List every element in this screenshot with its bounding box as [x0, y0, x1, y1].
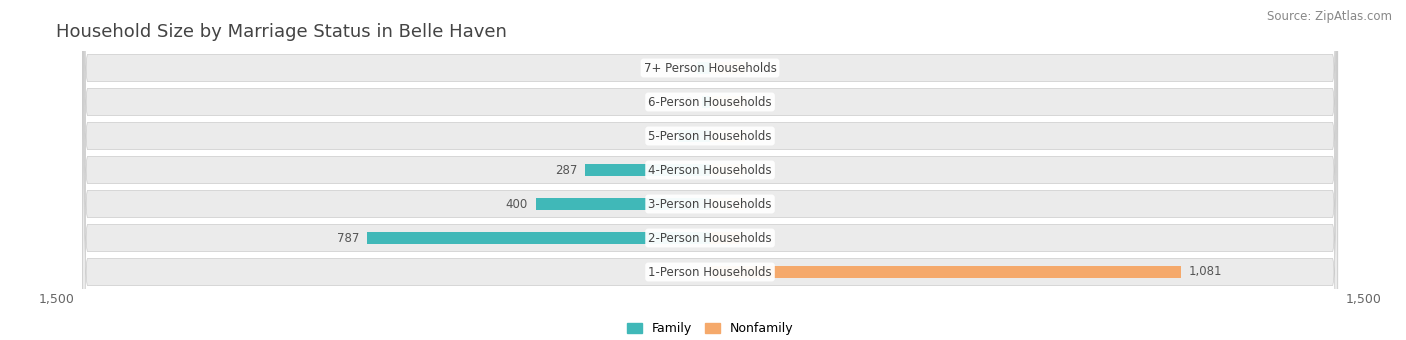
Text: 787: 787	[337, 232, 359, 244]
Bar	[710, 62, 745, 74]
Text: 6-Person Households: 6-Person Households	[648, 96, 772, 108]
Text: 4-Person Households: 4-Person Households	[648, 164, 772, 176]
Bar	[710, 232, 740, 244]
Text: 19: 19	[679, 96, 695, 108]
Text: Source: ZipAtlas.com: Source: ZipAtlas.com	[1267, 10, 1392, 23]
Bar	[367, 232, 710, 244]
Text: 0: 0	[752, 130, 761, 142]
FancyBboxPatch shape	[83, 0, 1337, 340]
Bar	[710, 164, 745, 176]
Bar	[710, 266, 1181, 278]
Bar	[536, 198, 710, 210]
Text: 0: 0	[752, 96, 761, 108]
Text: 3-Person Households: 3-Person Households	[648, 198, 772, 210]
Text: 74: 74	[655, 130, 669, 142]
Legend: Family, Nonfamily: Family, Nonfamily	[627, 322, 793, 335]
Bar	[697, 62, 710, 74]
FancyBboxPatch shape	[83, 0, 1337, 340]
FancyBboxPatch shape	[83, 0, 1337, 340]
Bar	[585, 164, 710, 176]
FancyBboxPatch shape	[83, 0, 1337, 340]
FancyBboxPatch shape	[83, 0, 1337, 340]
Text: 287: 287	[555, 164, 576, 176]
Text: 69: 69	[748, 232, 763, 244]
Bar	[678, 130, 710, 142]
Text: 2-Person Households: 2-Person Households	[648, 232, 772, 244]
FancyBboxPatch shape	[83, 0, 1337, 340]
Text: 400: 400	[506, 198, 527, 210]
Text: 0: 0	[752, 62, 761, 74]
FancyBboxPatch shape	[83, 0, 1337, 340]
Text: Household Size by Marriage Status in Belle Haven: Household Size by Marriage Status in Bel…	[56, 23, 508, 41]
Text: 1-Person Households: 1-Person Households	[648, 266, 772, 278]
Bar	[702, 96, 710, 108]
Bar	[710, 130, 745, 142]
Text: 0: 0	[752, 164, 761, 176]
Bar	[710, 96, 745, 108]
Text: 5-Person Households: 5-Person Households	[648, 130, 772, 142]
Text: 30: 30	[675, 62, 689, 74]
Bar	[710, 198, 745, 210]
Text: 1,081: 1,081	[1189, 266, 1223, 278]
Text: 0: 0	[752, 198, 761, 210]
Text: 7+ Person Households: 7+ Person Households	[644, 62, 776, 74]
